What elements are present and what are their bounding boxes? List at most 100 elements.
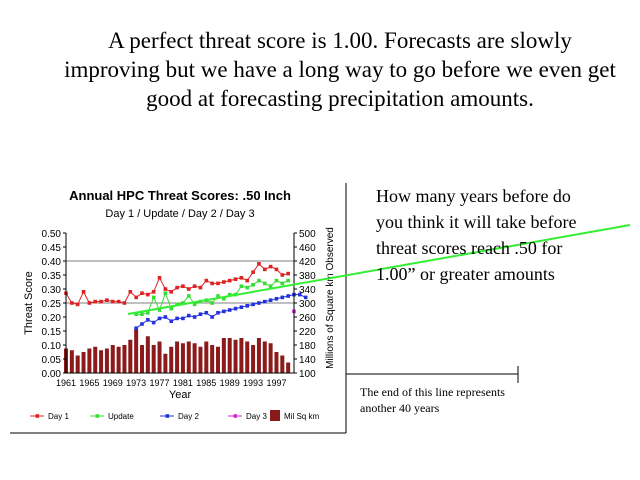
point-update <box>245 285 250 290</box>
point-day-1 <box>70 301 74 305</box>
bar-mil-sq-km <box>216 346 220 373</box>
y-tick-label: 0.45 <box>42 243 62 254</box>
point-day-1 <box>75 302 80 307</box>
point-update <box>227 292 232 297</box>
bar-mil-sq-km <box>262 341 267 373</box>
legend-label: Day 2 <box>178 412 199 421</box>
point-day-1 <box>163 287 168 291</box>
point-day-2 <box>181 316 185 321</box>
point-day-1 <box>169 290 174 294</box>
point-day-2 <box>303 295 308 300</box>
y-right-tick-label: 500 <box>299 229 316 240</box>
point-update <box>257 278 261 283</box>
bar-mil-sq-km <box>280 355 285 373</box>
legend-marker <box>233 414 238 418</box>
point-day-1 <box>251 270 255 274</box>
series-line-day-2 <box>135 294 306 329</box>
y-right-tick-label: 460 <box>299 243 316 254</box>
point-day-1 <box>110 299 115 304</box>
point-day-1 <box>268 264 273 269</box>
x-tick-label: 1969 <box>103 378 123 388</box>
point-day-2 <box>268 298 273 302</box>
bar-mil-sq-km <box>140 345 144 373</box>
point-day-2 <box>146 318 150 322</box>
point-day-1 <box>186 287 191 291</box>
bar-mil-sq-km <box>186 341 191 373</box>
point-update <box>239 284 244 288</box>
point-day-2 <box>227 308 232 312</box>
point-update <box>251 283 255 287</box>
point-day-1 <box>87 301 92 305</box>
point-day-2 <box>140 322 144 326</box>
legend-label: Day 1 <box>48 412 69 421</box>
point-day-1 <box>181 284 185 288</box>
point-day-2 <box>245 304 250 308</box>
point-day-2 <box>298 292 302 297</box>
point-day-1 <box>146 292 150 297</box>
point-update <box>186 294 191 298</box>
point-update <box>134 312 138 316</box>
y-tick-label: 0.00 <box>42 369 62 380</box>
slide-headline: A perfect threat score is 1.00. Forecast… <box>64 28 616 111</box>
point-day-2 <box>204 311 209 315</box>
point-update <box>169 306 174 311</box>
point-day-2 <box>163 315 168 319</box>
bar-mil-sq-km <box>145 336 150 373</box>
x-tick-label: 1981 <box>173 378 193 388</box>
bar-mil-sq-km <box>233 339 238 373</box>
point-day-1 <box>105 298 109 302</box>
point-day-1 <box>286 271 290 276</box>
x-tick-label: 1961 <box>56 378 76 388</box>
y-tick-label: 0.50 <box>42 229 62 240</box>
point-day-2 <box>262 299 267 304</box>
x-tick-label: 1985 <box>196 378 216 388</box>
point-day-1 <box>210 281 214 286</box>
point-update <box>274 278 279 283</box>
point-update <box>280 281 285 286</box>
bar-mil-sq-km <box>227 338 232 373</box>
point-day-1 <box>216 281 220 286</box>
point-update <box>181 301 185 305</box>
bar-mil-sq-km <box>87 348 92 373</box>
bar-mil-sq-km <box>180 343 185 373</box>
legend-marker <box>35 414 40 418</box>
bar-mil-sq-km <box>128 339 133 373</box>
bar-mil-sq-km <box>204 341 209 373</box>
point-day-1 <box>128 290 133 294</box>
y-tick-label: 0.10 <box>42 341 62 352</box>
x-tick-label: 1997 <box>266 378 286 388</box>
point-day-2 <box>233 306 238 311</box>
bar-mil-sq-km <box>175 341 180 373</box>
point-day-1 <box>140 291 144 295</box>
bar-mil-sq-km <box>268 343 273 373</box>
point-day-1 <box>192 284 197 288</box>
legend-label: Day 3 <box>246 412 267 421</box>
bar-mil-sq-km <box>93 346 98 373</box>
trend-line-note: The end of this line represents another … <box>360 385 505 415</box>
y-tick-label: 0.15 <box>42 327 62 338</box>
y-tick-label: 0.25 <box>42 299 62 310</box>
point-day-2 <box>192 315 197 319</box>
bar-mil-sq-km <box>239 338 244 373</box>
point-day-1 <box>233 277 238 281</box>
bar-mil-sq-km <box>198 346 203 373</box>
point-day-1 <box>280 273 285 277</box>
y-tick-label: 0.40 <box>42 257 62 268</box>
bar-mil-sq-km <box>245 341 250 373</box>
point-update <box>286 278 290 283</box>
point-day-1 <box>157 276 162 280</box>
point-day-1 <box>227 278 232 283</box>
y-right-tick-label: 420 <box>299 257 316 268</box>
bar-mil-sq-km <box>256 338 261 373</box>
x-tick-label: 1965 <box>79 378 99 388</box>
bar-mil-sq-km <box>110 345 115 373</box>
point-update <box>192 302 197 307</box>
point-day-1 <box>257 262 261 266</box>
bar-mil-sq-km <box>134 329 139 373</box>
point-day-1 <box>222 280 226 284</box>
y-right-tick-label: 260 <box>299 313 316 324</box>
point-day-1 <box>151 290 156 294</box>
legend-label: Update <box>108 412 134 421</box>
point-update <box>222 297 226 301</box>
